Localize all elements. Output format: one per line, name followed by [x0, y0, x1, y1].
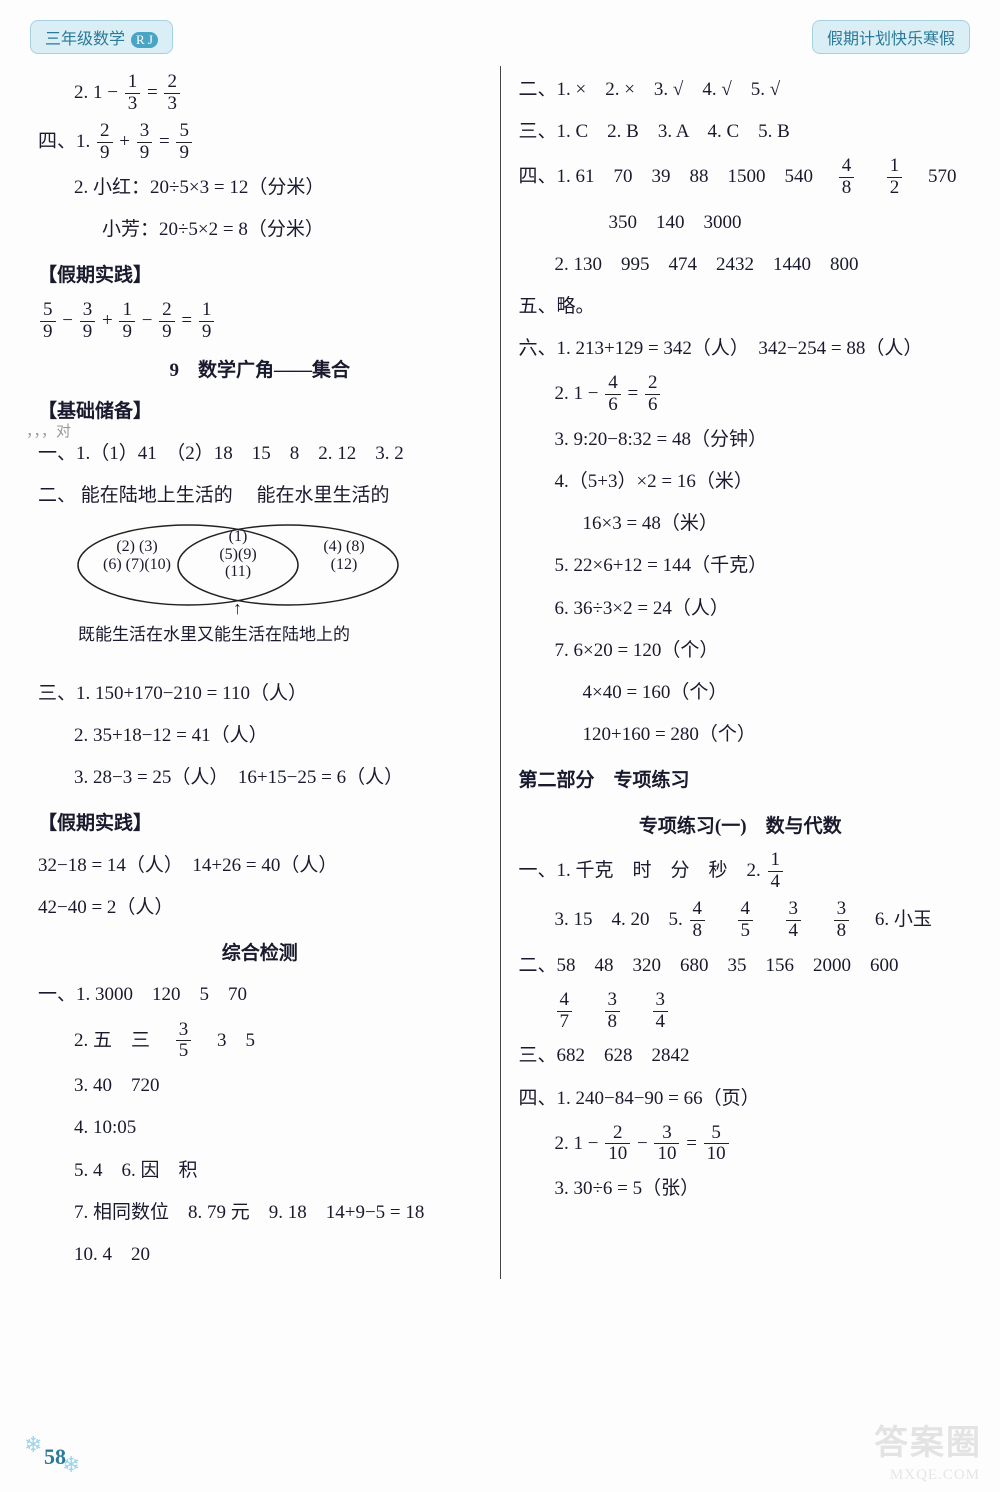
- r1: 二、1. × 2. × 3. √ 4. √ 5. √: [519, 72, 963, 108]
- r7: 六、1. 213+129 = 342（人） 342−254 = 88（人）: [519, 331, 963, 367]
- sec-part2-sub: 专项练习(一) 数与代数: [519, 811, 963, 838]
- l3: 2. 小红：20÷5×3 = 12（分米）: [38, 170, 482, 206]
- r20: 47 38 34: [519, 990, 963, 1033]
- left-column: 2. 1 − 13 = 23 四、1. 29 + 39 = 59 2. 小红：2…: [30, 66, 501, 1279]
- header-right: 假期计划快乐寒假: [812, 20, 970, 54]
- l10: 32−18 = 14（人） 14+26 = 40（人）: [38, 848, 482, 884]
- sec-practice-2: 【假期实践】: [38, 806, 482, 842]
- fraction: 310: [654, 1123, 679, 1166]
- l-frac-2: 四、1. 29 + 39 = 59: [38, 121, 482, 164]
- venn-diagram: (2) (3)(6) (7)(10) (1)(5)(9)(11) (4) (8)…: [68, 520, 408, 670]
- fraction: 12: [887, 156, 903, 199]
- fraction: 59: [176, 121, 192, 164]
- l11: 42−40 = 2（人）: [38, 890, 482, 926]
- fraction: 29: [97, 121, 113, 164]
- page-header: 三年级数学 R J 假期计划快乐寒假: [30, 20, 970, 54]
- l17: 7. 相同数位 8. 79 元 9. 18 14+9−5 = 18: [38, 1195, 482, 1231]
- r21: 三、682 628 2842: [519, 1038, 963, 1074]
- r18: 3. 15 4. 20 5. 48 45 34 38 6. 小玉: [519, 899, 963, 942]
- right-column: 二、1. × 2. × 3. √ 4. √ 5. √ 三、1. C 2. B 3…: [501, 66, 971, 1279]
- r19: 二、58 48 320 680 35 156 2000 600: [519, 948, 963, 984]
- fraction: 34: [786, 899, 802, 942]
- l13: 2. 五 三 35 3 5: [38, 1020, 482, 1063]
- fraction: 26: [645, 373, 661, 416]
- fraction: 19: [119, 300, 135, 343]
- venn-ovals: (2) (3)(6) (7)(10) (1)(5)(9)(11) (4) (8)…: [68, 520, 408, 620]
- fraction: 39: [80, 300, 96, 343]
- l7: 三、1. 150+170−210 = 110（人）: [38, 676, 482, 712]
- header-left-label: 三年级数学: [45, 31, 125, 48]
- arrow-up-icon: ↑: [233, 598, 242, 619]
- fraction: 210: [605, 1123, 630, 1166]
- fraction: 13: [125, 72, 141, 115]
- page-number: 58: [44, 1444, 66, 1470]
- title-9: 9 数学广角——集合: [38, 355, 482, 382]
- r8: 2. 1 − 46 = 26: [519, 373, 963, 416]
- r17: 一、1. 千克 时 分 秒 2. 14: [519, 850, 963, 893]
- venn-left-items: (2) (3)(6) (7)(10): [82, 538, 192, 573]
- r9: 3. 9:20−8:32 = 48（分钟）: [519, 422, 963, 458]
- l15: 4. 10:05: [38, 1110, 482, 1146]
- r11: 16×3 = 48（米）: [519, 506, 963, 542]
- r23: 2. 1 − 210 − 310 = 510: [519, 1123, 963, 1166]
- header-badge: R J: [131, 32, 158, 48]
- r22: 四、1. 240−84−90 = 66（页）: [519, 1081, 963, 1117]
- r16: 120+160 = 280（个）: [519, 717, 963, 753]
- l8: 2. 35+18−12 = 41（人）: [38, 718, 482, 754]
- snowflake-icon: ❄: [24, 1432, 42, 1458]
- watermark-url: MXQE.COM: [890, 1467, 980, 1484]
- r14: 7. 6×20 = 120（个）: [519, 633, 963, 669]
- fraction: 46: [605, 373, 621, 416]
- l9: 3. 28−3 = 25（人） 16+15−25 = 6（人）: [38, 760, 482, 796]
- sec-practice-1: 【假期实践】: [38, 258, 482, 294]
- l14: 3. 40 720: [38, 1068, 482, 1104]
- content-columns: 2. 1 − 13 = 23 四、1. 29 + 39 = 59 2. 小红：2…: [30, 66, 970, 1279]
- r2: 三、1. C 2. B 3. A 4. C 5. B: [519, 114, 963, 150]
- fraction: 29: [159, 300, 175, 343]
- l5: 59 − 39 + 19 − 29 = 19: [38, 300, 482, 343]
- r13: 6. 36÷3×2 = 24（人）: [519, 591, 963, 627]
- fraction: 47: [557, 990, 573, 1033]
- sec-part2: 第二部分 专项练习: [519, 763, 963, 799]
- l4: 小芳：20÷5×2 = 8（分米）: [38, 212, 482, 248]
- venn-caption: 既能生活在水里又能生活在陆地上的: [78, 620, 408, 645]
- l18: 10. 4 20: [38, 1237, 482, 1273]
- fraction: 59: [40, 300, 56, 343]
- sec-basic: 【基础储备】: [38, 394, 482, 430]
- fraction: 38: [605, 990, 621, 1033]
- fraction: 14: [768, 850, 784, 893]
- r10: 4.（5+3）×2 = 16（米）: [519, 464, 963, 500]
- r24: 3. 30÷6 = 5（张）: [519, 1171, 963, 1207]
- r15: 4×40 = 160（个）: [519, 675, 963, 711]
- page: 三年级数学 R J 假期计划快乐寒假 2. 1 − 13 = 23 四、1. 2…: [0, 0, 1000, 1492]
- fraction: 34: [653, 990, 669, 1033]
- fraction: 38: [834, 899, 850, 942]
- fraction: 19: [199, 300, 215, 343]
- r12: 5. 22×6+12 = 144（千克）: [519, 548, 963, 584]
- fraction: 510: [704, 1123, 729, 1166]
- r5: 2. 130 995 474 2432 1440 800: [519, 247, 963, 283]
- fraction: 39: [137, 121, 153, 164]
- fraction: 48: [839, 156, 855, 199]
- header-left: 三年级数学 R J: [30, 20, 173, 54]
- venn-right-items: (4) (8)(12): [294, 538, 394, 573]
- l16: 5. 4 6. 因 积: [38, 1153, 482, 1189]
- venn-mid-items: (1)(5)(9)(11): [208, 528, 268, 581]
- faint-note: ，，，对: [26, 420, 71, 441]
- title-comp: 综合检测: [38, 938, 482, 965]
- r3: 四、1. 61 70 39 88 1500 540 48 12 570: [519, 156, 963, 199]
- l6: 一、1.（1）41 （2）18 15 8 2. 12 3. 2: [38, 436, 482, 472]
- fraction: 45: [738, 899, 754, 942]
- watermark-text: 答案圈: [874, 1415, 982, 1464]
- fraction: 48: [690, 899, 706, 942]
- r6: 五、略。: [519, 289, 963, 325]
- fraction: 23: [164, 72, 180, 115]
- venn-heading: 二、 能在陆地上生活的 能在水里生活的: [38, 478, 482, 514]
- l12: 一、1. 3000 120 5 70: [38, 977, 482, 1013]
- fraction: 35: [176, 1020, 192, 1063]
- r4: 350 140 3000: [519, 205, 963, 241]
- l-frac-1: 2. 1 − 13 = 23: [38, 72, 482, 115]
